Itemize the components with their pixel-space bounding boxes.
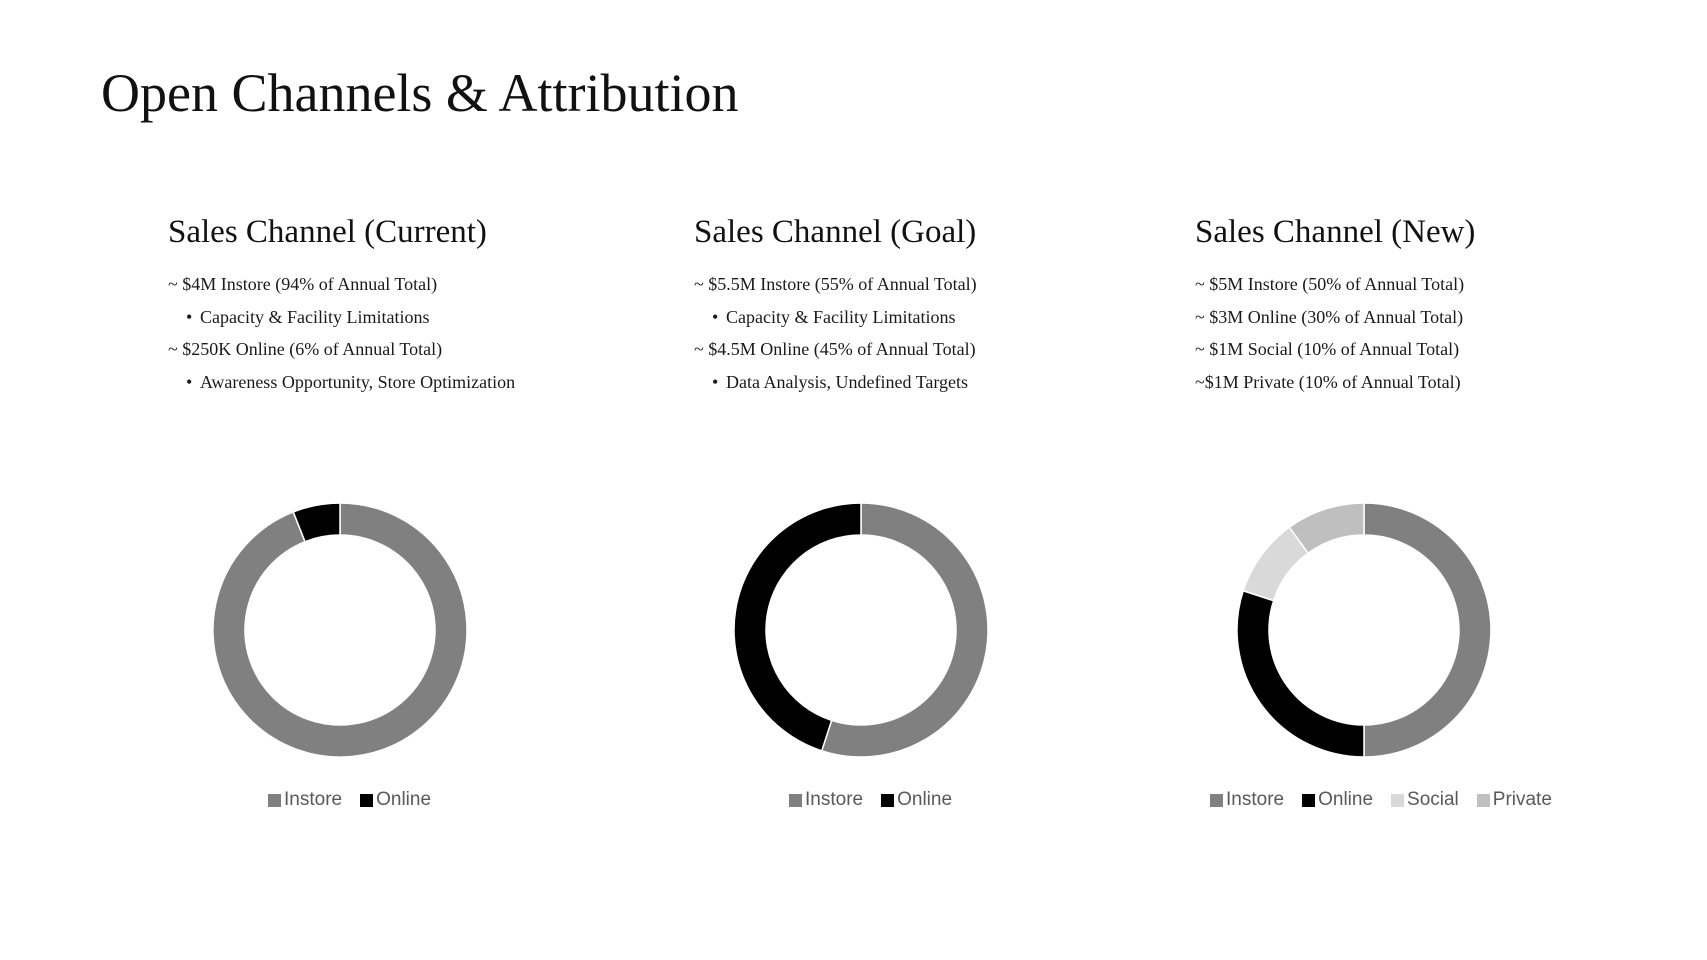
legend-swatch-icon [1391,793,1405,807]
donut-svg [212,502,468,758]
legend-label: Online [376,789,432,810]
note-text: ~ $1M Social (10% of Annual Total) [1195,339,1460,359]
channel-note: ~ $4M Instore (94% of Annual Total) [168,268,638,301]
note-text: ~ $5M Instore (50% of Annual Total) [1195,274,1465,294]
column-goal: Sales Channel (Goal) ~ $5.5M Instore (55… [694,210,1164,398]
legend-item-instore: Instore [1210,789,1284,811]
bullet-icon: • [712,371,719,392]
legend-item-private: Private [1476,789,1552,811]
note-text: Awareness Opportunity, Store Optimizatio… [200,371,516,392]
column-current: Sales Channel (Current) ~ $4M Instore (9… [168,210,638,398]
channel-note: ~ $1M Social (10% of Annual Total) [1195,333,1665,366]
column-new: Sales Channel (New) ~ $5M Instore (50% o… [1195,210,1665,398]
legend-swatch-icon [360,793,374,807]
note-text: ~ $5.5M Instore (55% of Annual Total) [694,274,977,294]
column-heading: Sales Channel (New) [1195,214,1476,250]
legend-item-online: Online [1302,789,1373,811]
slice-private [1288,502,1365,555]
channel-note: ~$1M Private (10% of Annual Total) [1195,366,1665,399]
legend-label: Instore [284,789,343,810]
legend-item-online: Online [360,789,431,811]
bullet-icon: • [186,306,193,327]
notes-list: ~ $4M Instore (94% of Annual Total) • Capa… [168,268,638,398]
slice-online [292,502,341,543]
column-heading: Sales Channel (Goal) [694,214,977,250]
bullet-icon: • [712,306,719,327]
legend-swatch-icon [789,793,802,807]
legend-swatch-icon [1210,793,1223,807]
legend-label: Social [1407,789,1459,810]
notes-list: ~ $5M Instore (50% of Annual Total) ~ $3M… [1195,268,1665,398]
note-text: ~ $4.5M Online (45% of Annual Total) [694,339,976,359]
legend-label: Private [1492,789,1552,810]
chart-legend-goal: Instore Online [789,787,952,813]
donut-chart-current [190,480,490,780]
slice-online [1236,589,1365,758]
channel-note: ~ $250K Online (6% of Annual Total) [168,333,638,366]
legend-item-instore: Instore [789,789,863,811]
sub-note: • Capacity & Facility Limitations [694,301,1164,334]
note-text: Capacity & Facility Limitations [726,306,956,327]
donut-chart-goal [711,480,1011,780]
slice-instore [212,502,468,758]
note-text: Data Analysis, Undefined Targets [726,371,969,392]
slice-instore [1363,502,1492,758]
chart-legend-current: Instore Online [268,787,431,813]
legend-swatch-icon [1302,793,1316,807]
legend-label: Online [1318,789,1374,810]
chart-legend-new: Instore Online Social Private [1210,787,1552,813]
legend-label: Online [897,789,953,810]
channel-note: ~ $3M Online (30% of Annual Total) [1195,301,1665,334]
donut-svg [1236,502,1492,758]
legend-item-social: Social [1391,789,1459,811]
sub-note: • Awareness Opportunity, Store Optimizati… [168,366,638,399]
column-heading: Sales Channel (Current) [168,214,487,250]
note-text: Capacity & Facility Limitations [200,306,430,327]
donut-svg [733,502,989,758]
legend-label: Instore [805,789,864,810]
note-text: ~$1M Private (10% of Annual Total) [1195,371,1461,392]
channel-note: ~ $5M Instore (50% of Annual Total) [1195,268,1665,301]
legend-label: Instore [1226,789,1285,810]
slide-title: Open Channels & Attribution [101,63,739,123]
note-text: ~ $250K Online (6% of Annual Total) [168,339,443,359]
note-text: ~ $4M Instore (94% of Annual Total) [168,274,438,294]
sub-note: • Data Analysis, Undefined Targets [694,366,1164,399]
sub-note: • Capacity & Facility Limitations [168,301,638,334]
notes-list: ~ $5.5M Instore (55% of Annual Total) • Ca… [694,268,1164,398]
legend-item-online: Online [881,789,952,811]
channel-note: ~ $5.5M Instore (55% of Annual Total) [694,268,1164,301]
donut-chart-new [1214,480,1514,780]
legend-item-instore: Instore [268,789,342,811]
legend-swatch-icon [881,793,895,807]
bullet-icon: • [186,371,193,392]
legend-swatch-icon [268,793,281,807]
legend-swatch-icon [1476,793,1490,807]
slice-online [733,502,862,752]
note-text: ~ $3M Online (30% of Annual Total) [1195,306,1464,327]
channel-note: ~ $4.5M Online (45% of Annual Total) [694,333,1164,366]
slice-instore [820,502,989,758]
